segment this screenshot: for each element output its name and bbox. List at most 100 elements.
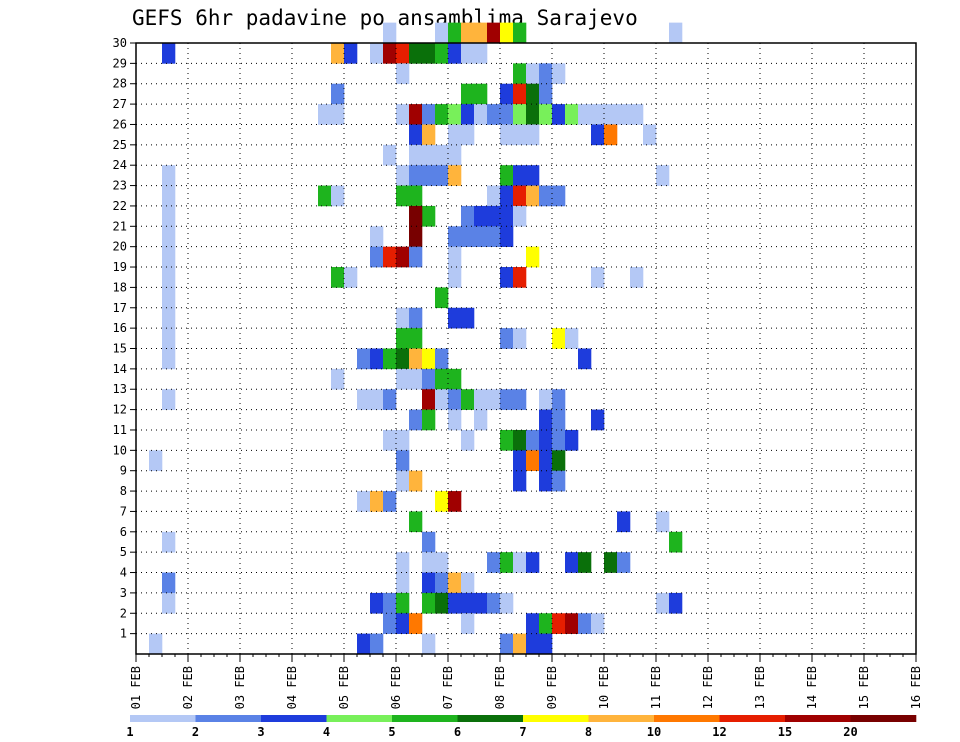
heatmap-cell xyxy=(565,328,579,349)
heatmap-cell xyxy=(552,389,566,410)
y-axis: 1234567891011121314151617181920212223242… xyxy=(113,36,136,641)
heatmap-cell xyxy=(331,185,345,207)
heatmap-cell xyxy=(422,104,436,125)
heatmap-cell xyxy=(526,246,540,268)
heatmap-cell xyxy=(396,328,410,349)
y-tick-label: 4 xyxy=(120,566,127,580)
legend-label: 12 xyxy=(712,725,726,739)
heatmap-cell xyxy=(500,165,514,186)
y-tick-label: 7 xyxy=(120,504,127,518)
y-tick-label: 3 xyxy=(120,586,127,600)
heatmap-cell xyxy=(435,552,449,573)
heatmap-cell xyxy=(604,104,618,125)
heatmap-cell xyxy=(422,348,436,370)
heatmap-cell xyxy=(435,491,449,512)
heatmap-cell xyxy=(435,592,449,614)
heatmap-cell xyxy=(461,613,475,634)
heatmap-cell xyxy=(656,592,670,614)
legend-swatch xyxy=(785,715,851,722)
heatmap-cell xyxy=(162,165,176,186)
heatmap-cell xyxy=(461,104,475,125)
x-tick-label: 09 FEB xyxy=(545,666,559,709)
heatmap-cell xyxy=(500,389,514,410)
y-tick-label: 30 xyxy=(113,36,127,50)
heatmap-cell xyxy=(526,124,540,146)
heatmap-cell xyxy=(422,144,436,166)
y-tick-label: 13 xyxy=(113,382,127,396)
heatmap-cell xyxy=(331,43,345,64)
heatmap-cell xyxy=(370,226,384,247)
heatmap-cell xyxy=(526,185,540,207)
heatmap-cell xyxy=(461,43,475,64)
heatmap-cell xyxy=(552,613,566,634)
heatmap-cell xyxy=(487,185,501,207)
y-tick-label: 23 xyxy=(113,179,127,193)
heatmap-cell xyxy=(422,552,436,573)
heatmap-cell xyxy=(357,348,371,370)
heatmap-cell xyxy=(513,104,527,125)
heatmap-cell xyxy=(539,185,553,207)
heatmap-cell xyxy=(422,165,436,186)
heatmap-cell xyxy=(474,43,488,64)
heatmap-cell xyxy=(448,368,462,390)
heatmap-cell xyxy=(539,633,553,655)
heatmap-cell xyxy=(500,328,514,349)
heatmap-cell xyxy=(461,124,475,146)
heatmap-cell xyxy=(604,124,618,146)
heatmap-cell xyxy=(396,572,410,594)
x-tick-label: 05 FEB xyxy=(337,666,351,709)
heatmap-cell xyxy=(461,83,475,105)
heatmap-cell xyxy=(357,389,371,410)
heatmap-cell xyxy=(409,104,423,125)
legend-swatch xyxy=(326,715,393,722)
heatmap-cell xyxy=(539,63,553,85)
heatmap-cell xyxy=(448,43,462,64)
heatmap-cell xyxy=(500,205,514,227)
heatmap-cell xyxy=(435,389,449,410)
legend-swatch xyxy=(588,715,655,722)
y-tick-label: 9 xyxy=(120,464,127,478)
heatmap-cell xyxy=(539,613,553,634)
x-tick-label: 10 FEB xyxy=(597,666,611,709)
heatmap-cell xyxy=(500,104,514,125)
heatmap-cell xyxy=(591,409,605,431)
heatmap-cell xyxy=(669,531,683,553)
legend-label: 3 xyxy=(257,725,264,739)
heatmap-cell xyxy=(448,226,462,247)
heatmap-cell xyxy=(552,63,566,85)
legend-label: 5 xyxy=(388,725,395,739)
y-tick-label: 5 xyxy=(120,545,127,559)
heatmap-cell xyxy=(526,613,540,634)
heatmap-cell xyxy=(500,22,514,44)
heatmap-cell xyxy=(565,613,579,634)
legend-label: 15 xyxy=(778,725,792,739)
legend-label: 2 xyxy=(192,725,199,739)
y-tick-label: 16 xyxy=(113,321,127,335)
y-tick-label: 20 xyxy=(113,240,127,254)
y-tick-label: 12 xyxy=(113,403,127,417)
heatmap-cell xyxy=(539,104,553,125)
legend-label: 6 xyxy=(454,725,461,739)
heatmap-cell xyxy=(474,226,488,247)
y-tick-label: 8 xyxy=(120,484,127,498)
heatmap-cell xyxy=(396,470,410,492)
heatmap-cell xyxy=(474,104,488,125)
legend-swatch xyxy=(457,715,524,722)
y-tick-label: 1 xyxy=(120,627,127,641)
heatmap-cell xyxy=(643,124,657,146)
heatmap-cell xyxy=(396,613,410,634)
x-tick-label: 06 FEB xyxy=(389,666,403,709)
x-tick-label: 13 FEB xyxy=(753,666,767,709)
y-tick-label: 28 xyxy=(113,77,127,91)
legend-label: 10 xyxy=(647,725,661,739)
heatmap-cell xyxy=(526,63,540,85)
heatmap-cell xyxy=(513,124,527,146)
heatmap-cell xyxy=(656,165,670,186)
x-tick-label: 11 FEB xyxy=(649,666,663,709)
heatmap-cell xyxy=(409,144,423,166)
heatmap-cell xyxy=(617,104,631,125)
heatmap-cell xyxy=(539,470,553,492)
heatmap-cell xyxy=(513,83,527,105)
heatmap-cell xyxy=(422,205,436,227)
legend-label: 8 xyxy=(585,725,592,739)
